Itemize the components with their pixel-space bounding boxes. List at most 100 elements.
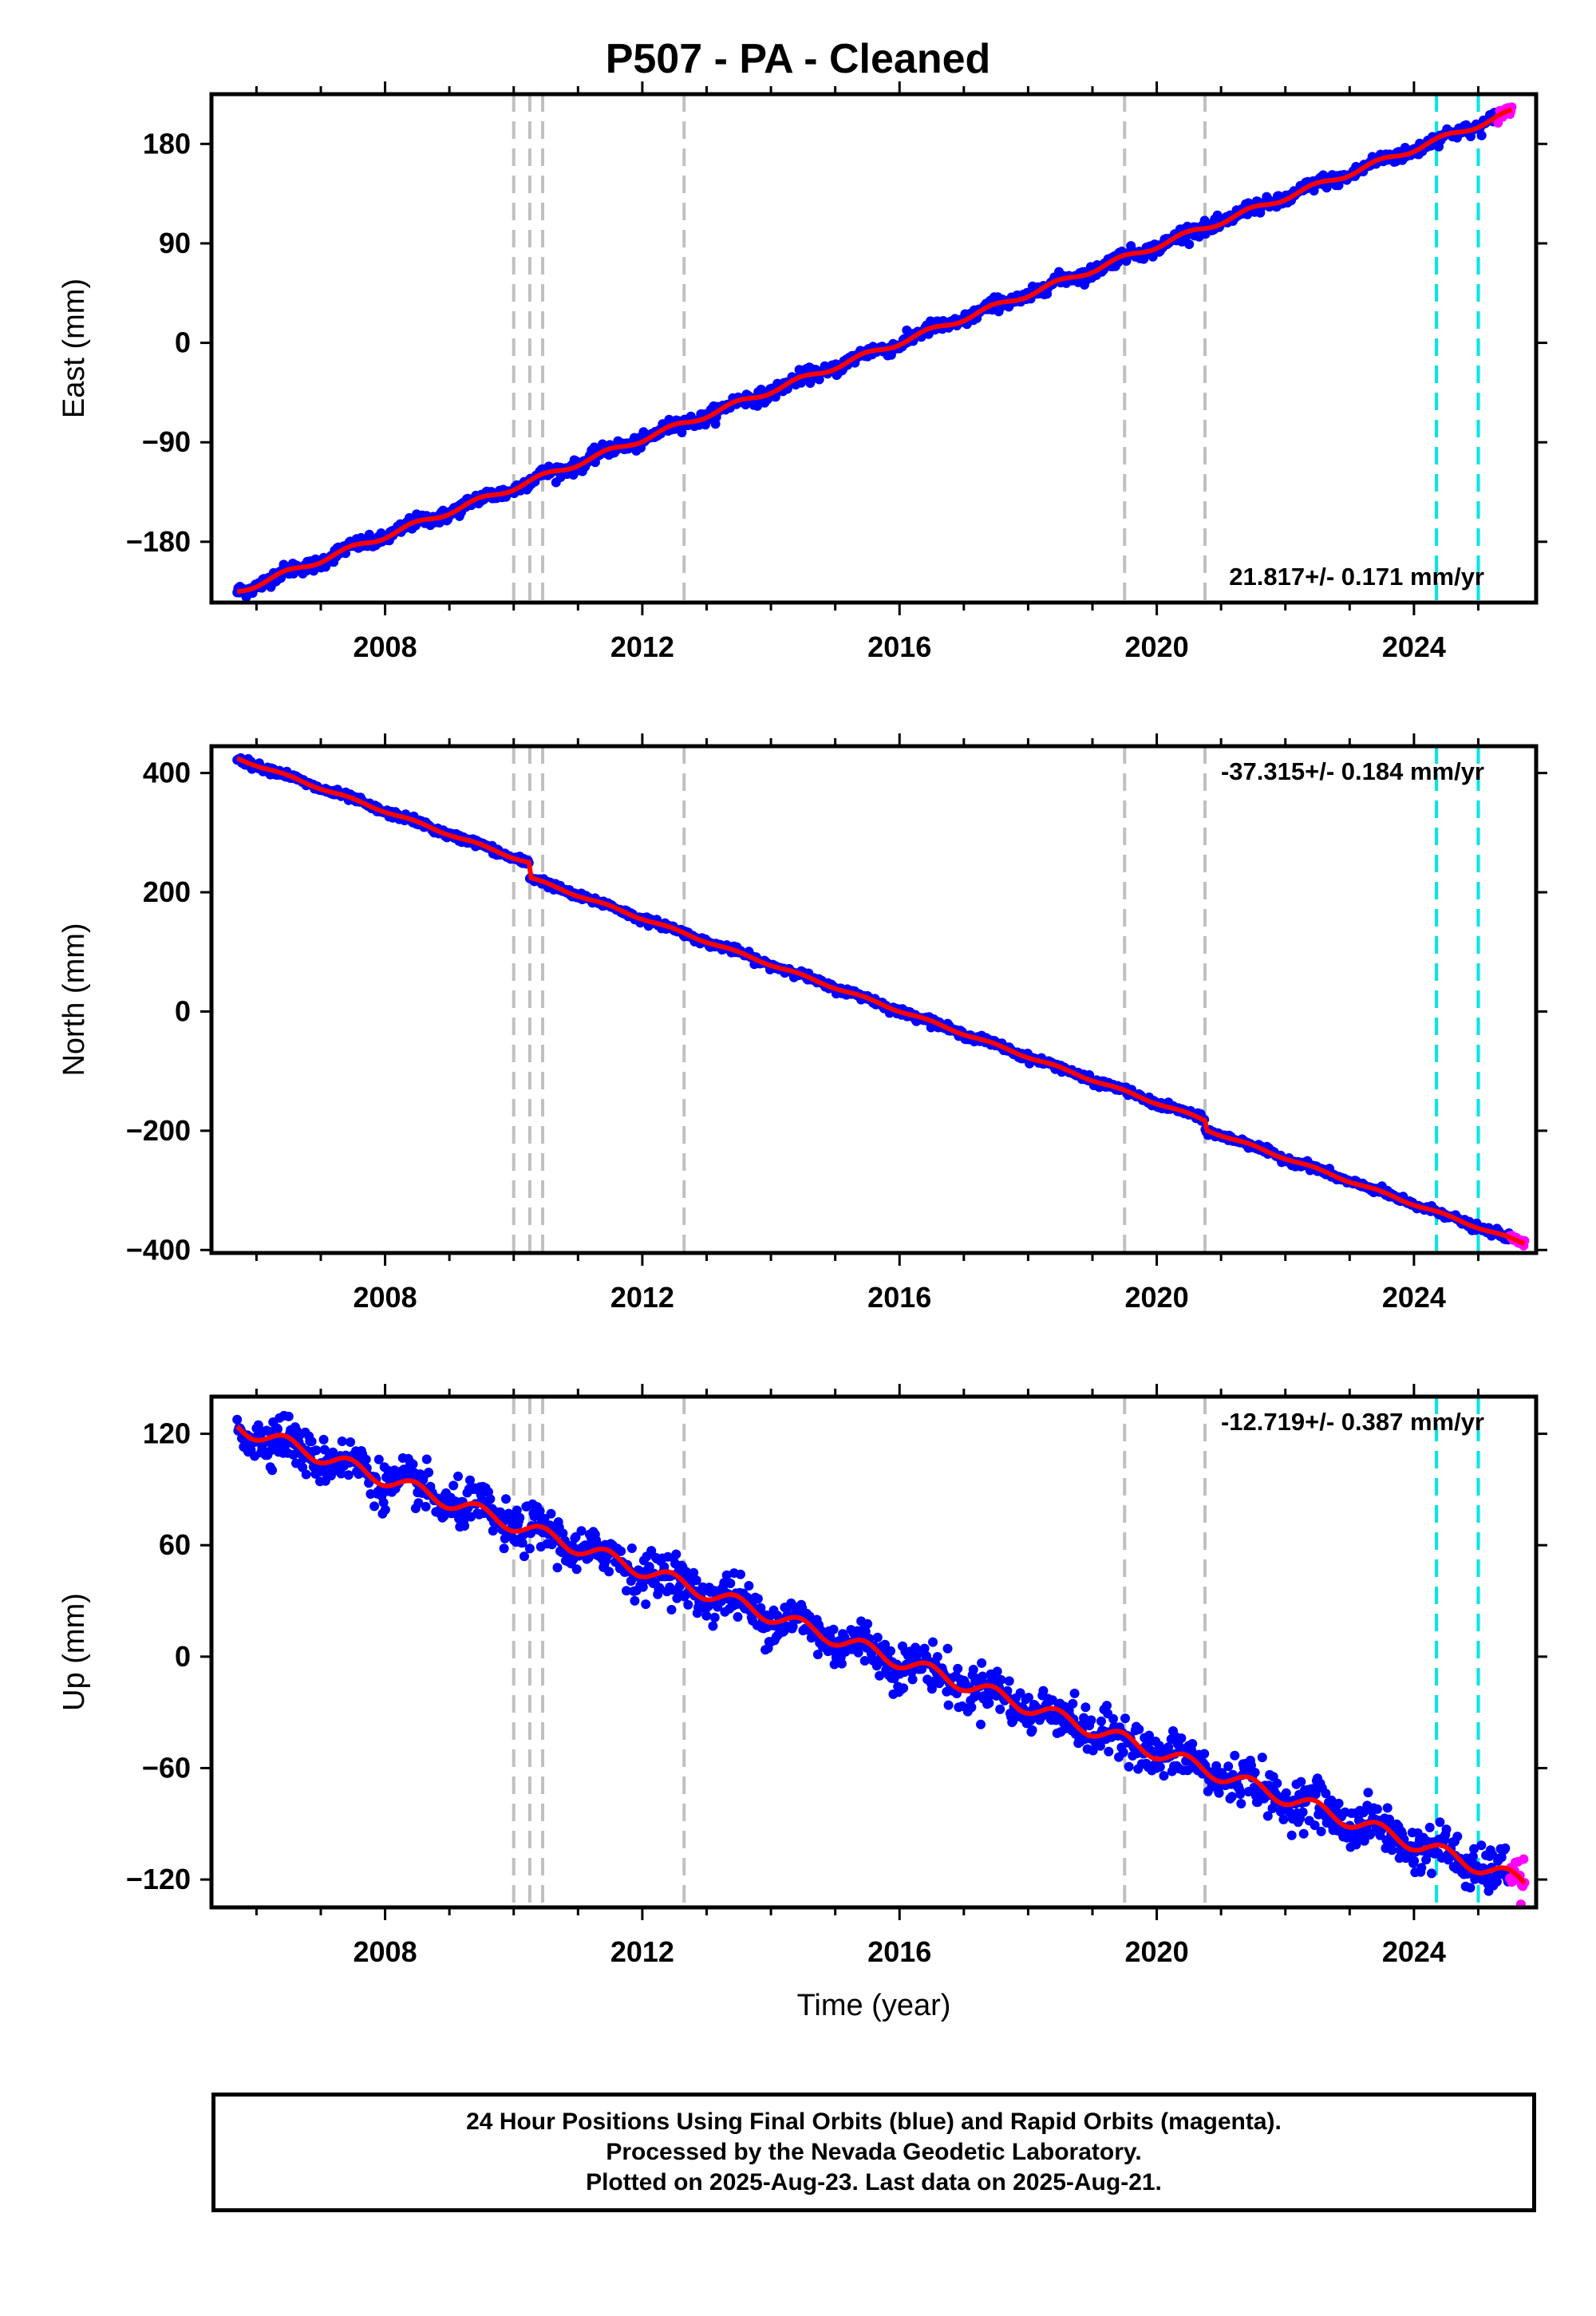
data-point — [526, 1528, 536, 1539]
data-point — [814, 374, 824, 385]
data-point — [453, 1471, 463, 1481]
data-point — [535, 1506, 545, 1516]
data-point — [1246, 1761, 1256, 1770]
x-tick-label: 2024 — [1382, 630, 1446, 663]
data-point — [1102, 1701, 1112, 1711]
data-point — [283, 1411, 294, 1421]
data-point — [1235, 1789, 1246, 1799]
data-point — [1227, 1792, 1237, 1802]
x-tick-label: 2016 — [867, 630, 931, 663]
data-point — [1310, 1820, 1320, 1831]
data-point — [1424, 1822, 1435, 1832]
data-point — [1333, 1798, 1344, 1808]
data-point — [1080, 1702, 1091, 1713]
data-point — [501, 1494, 511, 1504]
data-point — [1176, 1733, 1187, 1743]
data-point — [725, 1579, 736, 1588]
data-point — [654, 1583, 665, 1593]
x-tick-label: 2008 — [354, 1281, 417, 1314]
y-tick-label: 180 — [143, 127, 191, 160]
x-tick-label: 2008 — [354, 1935, 417, 1968]
data-point — [875, 1670, 885, 1681]
data-point — [557, 1547, 567, 1558]
data-point — [1223, 1761, 1234, 1772]
data-point — [1211, 1761, 1222, 1771]
data-point — [1382, 1803, 1393, 1813]
data-point — [1351, 1840, 1361, 1850]
data-point — [1047, 1695, 1057, 1705]
data-point — [306, 1437, 317, 1447]
data-point — [744, 1581, 754, 1591]
plot-area — [232, 1397, 1530, 1907]
data-point — [1184, 239, 1195, 250]
data-point — [863, 1618, 873, 1629]
data-point — [701, 1611, 712, 1621]
data-point — [1409, 1856, 1420, 1866]
data-point — [976, 1719, 986, 1729]
data-point — [343, 1470, 354, 1480]
data-point — [604, 1567, 614, 1577]
chart-title: P507 - PA - Cleaned — [605, 36, 991, 82]
data-point — [1004, 1676, 1014, 1686]
data-point — [424, 1468, 434, 1477]
data-point — [756, 1603, 766, 1613]
data-point — [1427, 1868, 1436, 1879]
data-point — [671, 1549, 681, 1559]
data-point — [1250, 1768, 1260, 1777]
data-point — [1104, 1746, 1114, 1757]
panel-frame — [209, 1394, 1539, 1910]
data-points — [232, 1410, 1530, 1907]
data-point — [721, 1570, 732, 1580]
data-point — [319, 1445, 330, 1455]
rate-label: -37.315+/- 0.184 mm/yr — [1221, 757, 1484, 785]
data-point — [926, 1684, 937, 1694]
plot-area — [232, 94, 1517, 603]
y-tick-label: 0 — [175, 994, 191, 1027]
data-point — [1155, 1762, 1165, 1772]
y-axis-label: East (mm) — [57, 279, 91, 418]
data-point — [413, 1498, 424, 1508]
data-point — [828, 1624, 839, 1634]
data-point — [318, 1434, 329, 1445]
data-point — [1476, 1840, 1487, 1851]
data-point — [1069, 1688, 1080, 1698]
data-point — [1496, 1852, 1507, 1863]
data-point — [644, 1562, 654, 1572]
x-tick-label: 2008 — [354, 630, 417, 663]
rate-label: -12.719+/- 0.387 mm/yr — [1221, 1408, 1484, 1436]
data-point — [1134, 1724, 1144, 1734]
footer-line-2: Processed by the Nevada Geodetic Laborat… — [606, 2139, 1142, 2165]
x-tick-label: 2012 — [610, 1935, 674, 1968]
model-fit-line — [235, 756, 1526, 1247]
data-point — [966, 1702, 977, 1713]
data-point — [880, 1639, 891, 1650]
model-fit-line — [236, 107, 1513, 595]
data-point — [1027, 1725, 1037, 1735]
data-point — [691, 1575, 701, 1586]
data-point — [421, 1454, 432, 1464]
x-tick-label: 2020 — [1125, 1935, 1189, 1968]
data-point — [1476, 130, 1487, 140]
data-point — [1385, 1814, 1394, 1824]
data-point — [978, 1671, 988, 1682]
data-point — [519, 1551, 529, 1562]
data-point — [1023, 1693, 1033, 1703]
data-point — [517, 1538, 527, 1548]
panel-2: −400 −200 0 200 400 2008 2012 2016 2020 2024 North… — [57, 733, 1547, 1314]
data-point — [1441, 1824, 1452, 1835]
data-point — [408, 1459, 418, 1469]
data-point — [1365, 1828, 1376, 1839]
data-point — [984, 1698, 994, 1708]
data-point — [812, 1650, 823, 1660]
data-point — [499, 1543, 509, 1554]
data-point — [1387, 1845, 1397, 1856]
y-tick-label: −120 — [126, 1863, 191, 1895]
data-point — [638, 1582, 648, 1592]
data-point — [1230, 1750, 1240, 1761]
data-point — [1468, 1852, 1478, 1862]
data-point — [1236, 1799, 1246, 1808]
data-point — [736, 1569, 745, 1579]
data-point — [346, 1437, 356, 1447]
data-point — [460, 1521, 470, 1531]
